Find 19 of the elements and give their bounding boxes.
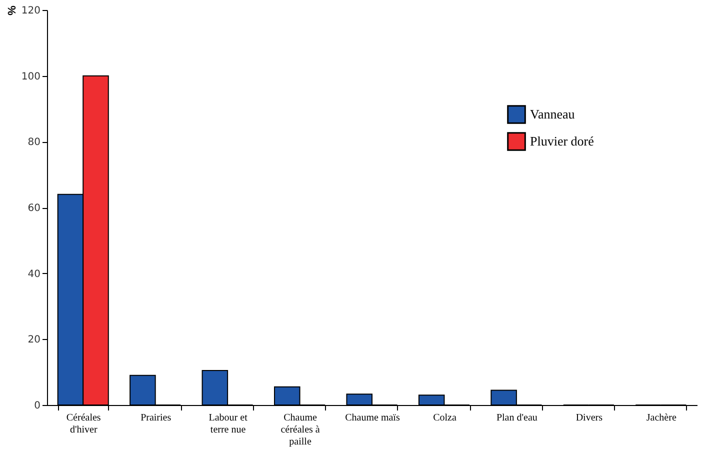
- y-tick-label: 0: [34, 400, 40, 412]
- y-tick-label: 120: [21, 6, 40, 16]
- x-tick-label: Plan d'eau: [496, 412, 538, 424]
- legend-label: Pluvier doré: [530, 134, 594, 148]
- x-tick-label: Prairies: [140, 412, 172, 424]
- x-tick-label: Labour et terre nue: [208, 412, 248, 436]
- x-tick-label: Céréales d'hiver: [66, 412, 101, 436]
- y-tick-label: 20: [28, 334, 40, 346]
- y-tick-label: 60: [28, 203, 40, 214]
- x-tick-label: Chaume maïs: [345, 412, 400, 424]
- x-tick-label: Jachère: [646, 412, 677, 424]
- x-tick-label: Chaume céréales à paille: [280, 412, 320, 448]
- legend-label: Vanneau: [530, 106, 576, 122]
- x-tick-label: Colza: [433, 412, 457, 424]
- y-tick-label: 40: [28, 268, 40, 280]
- x-tick-label: Divers: [576, 412, 603, 424]
- y-tick-label: 100: [21, 71, 40, 82]
- y-axis-title: %: [6, 5, 18, 16]
- y-tick-label: 80: [28, 137, 40, 148]
